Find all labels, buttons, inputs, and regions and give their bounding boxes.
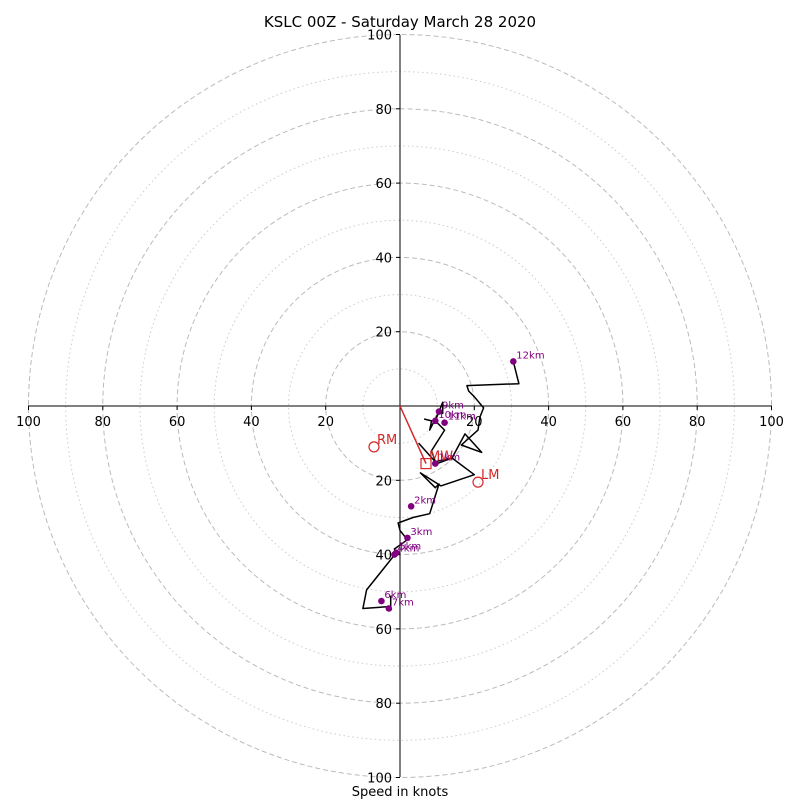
height-marker	[391, 551, 398, 558]
height-marker-label: 12km	[516, 350, 544, 361]
x-tick-label: 40	[243, 415, 260, 430]
height-marker-label: 5km	[399, 542, 421, 553]
x-tick-label: 80	[689, 415, 706, 430]
storm-motion-label: LM	[481, 468, 499, 483]
y-tick-label: 60	[375, 177, 392, 192]
height-marker	[431, 460, 439, 467]
height-marker	[407, 503, 415, 510]
x-tick-label: 40	[540, 415, 557, 430]
x-tick-label: 80	[95, 415, 112, 430]
x-tick-label: 100	[759, 415, 784, 430]
y-tick-label: 100	[367, 29, 392, 44]
height-marker-label: 1km	[438, 453, 460, 464]
storm-motion-marker	[368, 441, 380, 453]
height-marker-label: 6km	[384, 590, 406, 601]
storm-motion-label: RM	[377, 433, 397, 448]
y-tick-label: 60	[375, 623, 392, 638]
y-tick-label: 80	[375, 697, 392, 712]
storm-motion-marker	[472, 476, 484, 488]
y-tick-label: 40	[375, 549, 392, 564]
chart-title: KSLC 00Z - Saturday March 28 2020	[264, 13, 536, 31]
height-marker-label: 2km	[414, 495, 436, 506]
shear-vector	[399, 405, 427, 464]
y-ticks: 20 20 40 40 60 60 80 80 100 100	[367, 29, 400, 787]
x-tick-label: 20	[317, 415, 334, 430]
height-marker-label: 4km	[397, 544, 419, 555]
height-marker	[441, 419, 448, 427]
y-tick-label: 80	[375, 103, 392, 118]
y-tick-label: 40	[375, 251, 392, 266]
y-tick-label: 20	[375, 474, 392, 489]
height-marker-label: 3km	[410, 527, 432, 538]
x-axis-label: Speed in knots	[352, 785, 449, 800]
height-marker	[378, 597, 385, 605]
height-marker	[404, 534, 411, 542]
y-tick-label: 100	[367, 772, 392, 787]
height-marker	[385, 605, 393, 612]
wind-trace-line	[362, 442, 476, 612]
height-marker-label: 7km	[392, 597, 414, 608]
height-marker-label: 9km	[442, 401, 464, 412]
height-marker-label: 11km	[448, 412, 476, 423]
x-tick-label: 60	[169, 415, 186, 430]
height-marker-label: 10km	[438, 410, 466, 421]
height-marker	[431, 417, 439, 425]
mean-wind-marker	[420, 457, 432, 470]
x-tick-label: 100	[16, 415, 41, 430]
height-marker	[435, 408, 443, 415]
y-tick-label: 20	[375, 326, 392, 341]
x-tick-label: 60	[615, 415, 632, 430]
height-marker	[510, 358, 517, 365]
